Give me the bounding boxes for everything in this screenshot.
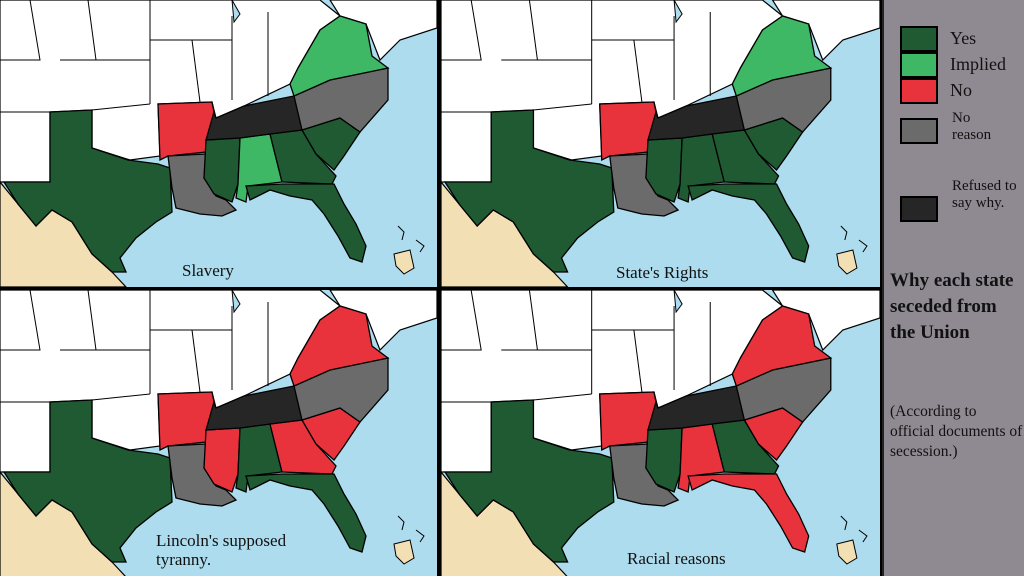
state-va	[731, 15, 833, 97]
legend-label-implied: Implied	[950, 54, 1006, 74]
legend-label-no-reason: No reason	[952, 110, 992, 144]
legend-swatch-implied	[900, 52, 938, 78]
state-border	[528, 290, 538, 351]
lake-michigan	[673, 0, 683, 24]
state-fl	[687, 183, 810, 263]
lake-michigan	[231, 0, 241, 24]
state-border	[528, 0, 538, 61]
caribbean-islands	[836, 225, 868, 275]
state-border	[633, 39, 643, 103]
state-tx	[2, 399, 173, 563]
map-caption: State's Rights	[616, 263, 709, 282]
map-caption: Lincoln's supposed tyranny.	[156, 531, 287, 569]
state-fl	[245, 183, 367, 263]
map-panel-racial-reasons: Racial reasons	[441, 290, 880, 576]
state-tx	[2, 109, 173, 273]
state-border	[91, 103, 151, 111]
caribbean-islands	[393, 515, 425, 565]
infographic-title: Why each state seceded from the Union	[890, 270, 1014, 344]
legend-swatch-no-reason	[900, 118, 938, 144]
state-va	[289, 15, 390, 97]
state-border	[441, 0, 482, 61]
state-border	[0, 0, 41, 61]
state-tx	[443, 399, 615, 563]
state-border	[191, 329, 201, 393]
state-fl	[687, 473, 810, 553]
state-va	[289, 305, 390, 387]
state-border	[633, 329, 643, 393]
state-border	[191, 39, 201, 103]
legend-swatch-no	[900, 78, 938, 104]
state-border	[87, 290, 97, 351]
lake-michigan	[673, 290, 683, 314]
state-border	[91, 393, 151, 401]
map-caption: Racial reasons	[627, 549, 726, 568]
legend-label-refused: Refused to say why.	[952, 178, 1017, 212]
map-panel-lincoln-tyranny: Lincoln's supposed tyranny.	[0, 290, 437, 576]
state-border	[441, 290, 482, 351]
legend-label-no: No	[950, 80, 972, 100]
legend-sidebar: Yes Implied No No reason Refused to say …	[882, 0, 1024, 576]
state-va	[731, 305, 833, 387]
map-racial-reasons	[441, 290, 880, 576]
map-lincoln-tyranny	[0, 290, 437, 576]
map-slavery	[0, 0, 437, 287]
state-border	[533, 393, 592, 401]
state-fl	[245, 473, 367, 553]
lake-michigan	[231, 290, 241, 314]
caribbean-islands	[393, 225, 425, 275]
state-tx	[443, 109, 615, 273]
caribbean-islands	[836, 515, 868, 565]
map-panel-states-rights: State's Rights	[441, 0, 880, 287]
state-border	[87, 0, 97, 61]
map-panel-slavery: Slavery	[0, 0, 437, 287]
legend-label-yes: Yes	[950, 28, 977, 48]
state-border	[533, 103, 592, 111]
legend-swatch-yes	[900, 26, 938, 52]
map-states-rights	[441, 0, 880, 287]
source-note: (According to official documents of sece…	[890, 403, 1023, 461]
map-caption: Slavery	[182, 261, 234, 280]
legend-swatch-refused	[900, 196, 938, 222]
state-border	[0, 290, 41, 351]
